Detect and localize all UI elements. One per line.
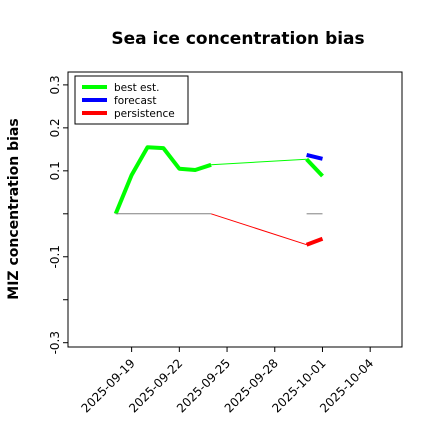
- y-tick-label: -0.3: [48, 331, 62, 354]
- legend-label: best est.: [114, 82, 159, 94]
- y-tick-label: 0.2: [48, 118, 62, 137]
- series-line-persistence: [305, 236, 324, 247]
- series-line-best-est: [211, 158, 307, 166]
- series-line-persistence: [210, 213, 307, 246]
- y-tick-label: -0.1: [48, 245, 62, 268]
- axes-frame: [67, 71, 403, 348]
- series-line-best-est: [113, 145, 212, 215]
- series-line-best-est: [305, 157, 324, 178]
- legend-label: persistence: [114, 108, 175, 120]
- y-axis-label: MIZ concentration bias: [6, 118, 22, 299]
- legend-label: forecast: [114, 95, 156, 107]
- y-tick-label: 0.1: [48, 161, 62, 180]
- y-tick-label: 0.3: [48, 75, 62, 94]
- series-line-forecast: [306, 152, 323, 161]
- chart-title: Sea ice concentration bias: [111, 29, 364, 49]
